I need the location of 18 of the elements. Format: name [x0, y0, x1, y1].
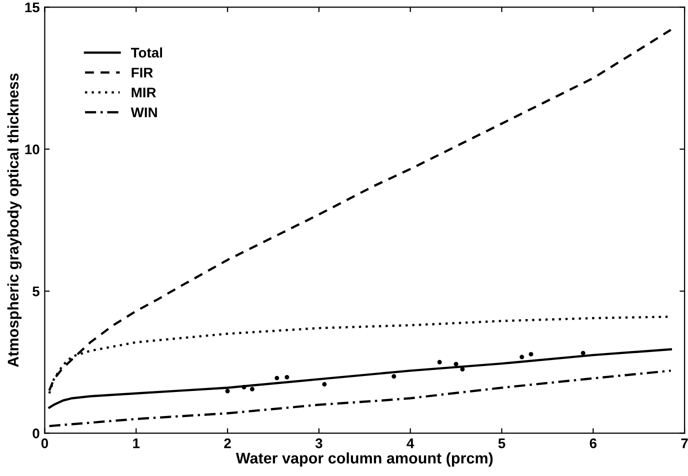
- x-tick-label: 5: [498, 438, 506, 448]
- legend-label: FIR: [132, 68, 153, 78]
- y-tick-label: 5: [32, 286, 40, 296]
- x-tick-label: 1: [133, 438, 140, 448]
- x-tick-label: 7: [681, 438, 688, 448]
- x-axis-title: Water vapor column amount (prcm): [236, 452, 493, 467]
- y-axis-title: Atmospheric graybody optical thickness: [7, 73, 22, 368]
- y-tick-label: 15: [25, 2, 40, 12]
- x-tick-label: 4: [406, 438, 414, 448]
- legend-label: MIR: [132, 88, 156, 98]
- legend-label: Total: [130, 47, 162, 58]
- x-tick-label: 6: [590, 438, 597, 448]
- x-tick-label: 2: [224, 438, 231, 448]
- x-tick-label: 0: [41, 438, 48, 448]
- y-tick-label: 10: [25, 144, 40, 154]
- x-tick-label: 3: [315, 438, 322, 448]
- y-tick-label: 0: [32, 428, 40, 438]
- legend-label: WIN: [130, 108, 157, 118]
